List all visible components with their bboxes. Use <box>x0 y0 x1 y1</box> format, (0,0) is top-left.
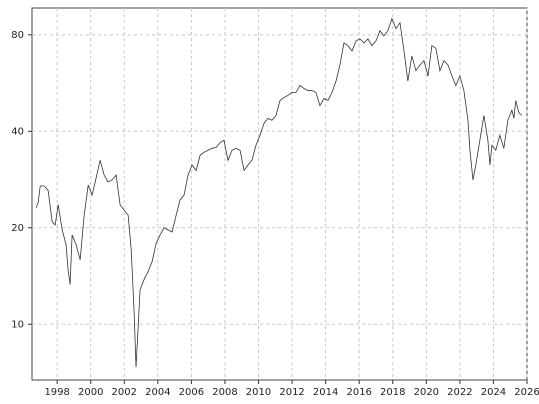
y-tick-label: 10 <box>11 319 24 330</box>
x-tick-label: 2006 <box>179 387 204 398</box>
x-tick-label: 2014 <box>313 387 338 398</box>
x-tick-label: 2022 <box>447 387 472 398</box>
y-tick-label: 40 <box>11 126 24 137</box>
y-tick-label: 80 <box>11 30 24 41</box>
x-tick-label: 2010 <box>246 387 271 398</box>
x-tick-label: 2024 <box>481 387 506 398</box>
x-tick-label: 2004 <box>145 387 170 398</box>
data-line <box>35 17 523 368</box>
x-tick-label: 2018 <box>380 387 405 398</box>
y-tick-label: 20 <box>11 223 24 234</box>
x-tick-label: 2012 <box>279 387 304 398</box>
x-tick-label: 2000 <box>78 387 103 398</box>
x-tick-label: 2026 <box>514 387 539 398</box>
x-tick-label: 2020 <box>414 387 439 398</box>
x-tick-label: 2016 <box>346 387 371 398</box>
x-tick-label: 1998 <box>44 387 69 398</box>
x-tick-label: 2008 <box>212 387 237 398</box>
x-tick-label: 2002 <box>112 387 137 398</box>
